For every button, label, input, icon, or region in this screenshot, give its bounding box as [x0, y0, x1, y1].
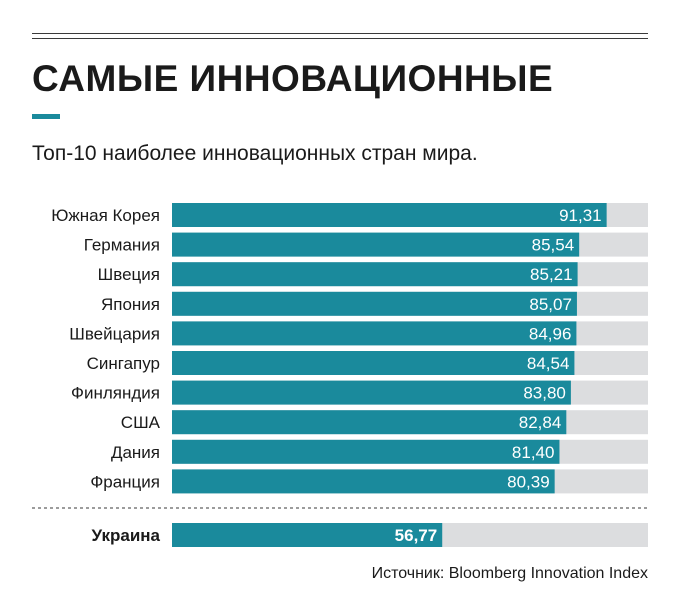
- category-label: Финляндия: [71, 384, 160, 403]
- data-label: 82,84: [519, 413, 562, 432]
- data-label: 85,07: [529, 295, 572, 314]
- bar: [172, 203, 607, 227]
- bar: [172, 351, 575, 375]
- chart-subtitle: Топ-10 наиболее инновационных стран мира…: [32, 142, 478, 165]
- category-label: США: [121, 413, 161, 432]
- bar: [172, 380, 571, 405]
- bar: [172, 439, 560, 464]
- category-label: Украина: [92, 526, 161, 545]
- data-label: 84,96: [529, 324, 572, 343]
- bar: [172, 321, 577, 346]
- data-label: 80,39: [507, 472, 550, 491]
- category-label: Дания: [111, 443, 160, 462]
- category-label: Швеция: [98, 265, 160, 284]
- bar: [172, 291, 577, 316]
- data-label: 85,54: [532, 236, 575, 255]
- chart-title: САМЫЕ ИННОВАЦИОННЫЕ: [32, 58, 554, 99]
- data-label: 91,31: [559, 206, 602, 225]
- bar: [172, 232, 580, 257]
- source-note: Источник: Bloomberg Innovation Index: [371, 565, 648, 582]
- category-label: Южная Корея: [51, 206, 160, 225]
- category-label: Япония: [101, 295, 160, 314]
- top-rule-second: [32, 38, 648, 39]
- data-label: 56,77: [395, 526, 438, 545]
- category-label: Франция: [90, 472, 160, 491]
- category-label: Швейцария: [69, 324, 160, 343]
- top-rule: [32, 33, 648, 34]
- category-label: Германия: [84, 236, 160, 255]
- bar: [172, 523, 443, 547]
- title-accent-bar: [32, 114, 60, 119]
- bar: [172, 410, 567, 435]
- data-label: 85,21: [530, 265, 573, 284]
- data-label: 83,80: [523, 384, 566, 403]
- category-label: Сингапур: [87, 354, 160, 373]
- data-label: 84,54: [527, 354, 570, 373]
- data-label: 81,40: [512, 443, 555, 462]
- bar: [172, 469, 555, 494]
- bar: [172, 262, 578, 287]
